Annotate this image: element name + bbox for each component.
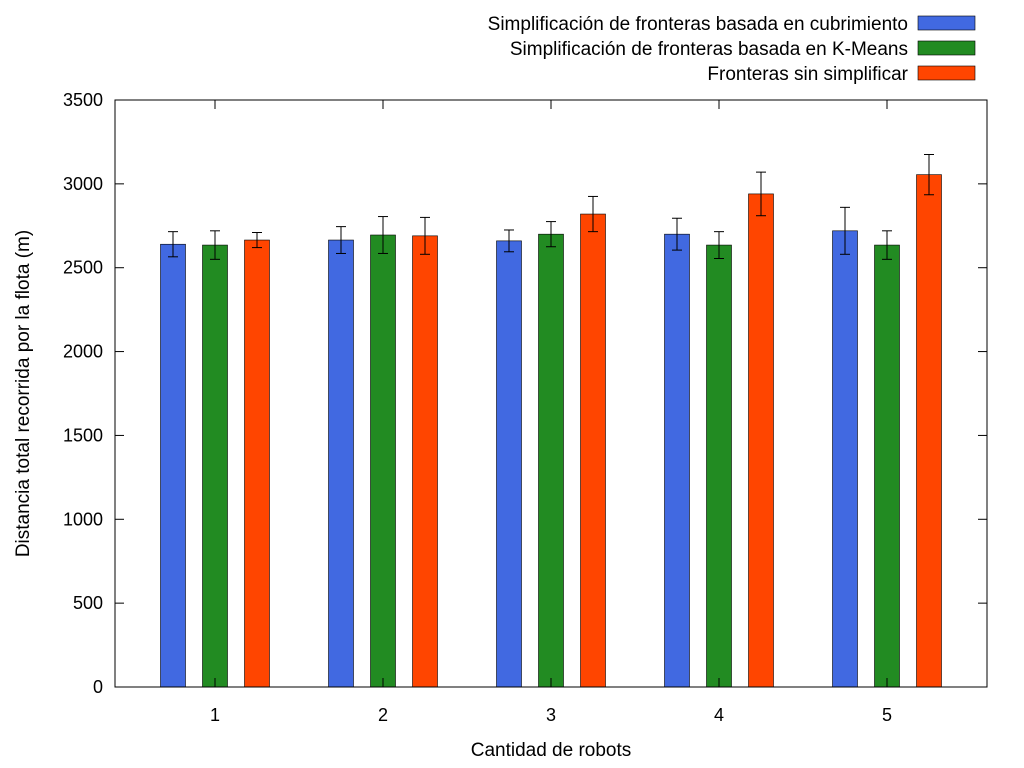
y-axis-title: Distancia total recorrida por la flota (… — [13, 230, 34, 557]
bar — [664, 233, 690, 688]
x-tick-label: 2 — [378, 705, 388, 725]
bar — [916, 174, 942, 688]
error-bar — [168, 231, 178, 258]
bar — [160, 243, 186, 688]
bar — [496, 240, 522, 688]
bar — [706, 244, 732, 688]
bar — [202, 244, 228, 688]
error-bar — [546, 221, 556, 248]
y-tick-label: 3000 — [63, 174, 103, 194]
legend-label: Simplificación de fronteras basada en K-… — [510, 39, 908, 60]
error-bar — [924, 154, 934, 196]
bar — [580, 213, 606, 688]
bar — [328, 239, 354, 688]
error-bar — [504, 229, 514, 253]
error-bar — [882, 230, 892, 260]
bar — [244, 239, 270, 688]
error-bar — [840, 206, 850, 255]
x-tick-label: 4 — [714, 705, 724, 725]
error-bar — [378, 216, 388, 254]
error-bar — [210, 230, 220, 260]
bar — [370, 234, 396, 688]
x-axis-title: Cantidad de robots — [471, 740, 632, 761]
legend-swatch — [917, 65, 976, 81]
legend-label: Fronteras sin simplificar — [707, 64, 908, 85]
bars — [160, 174, 942, 688]
y-tick-label: 1000 — [63, 509, 103, 529]
y-axis: 0 500 1000 1500 2000 2500 3000 3500 — [63, 90, 987, 697]
bar — [538, 233, 564, 688]
bar — [874, 244, 900, 688]
error-bar — [714, 231, 724, 259]
legend: Simplificación de fronteras basada en cu… — [488, 14, 976, 85]
legend-item: Fronteras sin simplificar — [707, 64, 976, 85]
y-tick-label: 2500 — [63, 258, 103, 278]
y-tick-label: 500 — [73, 593, 103, 613]
y-tick-label: 3500 — [63, 90, 103, 110]
legend-item: Simplificación de fronteras basada en K-… — [510, 39, 976, 60]
y-tick-label: 1500 — [63, 425, 103, 445]
legend-item: Simplificación de fronteras basada en cu… — [488, 14, 976, 35]
x-axis: 1 2 3 4 5 — [210, 100, 892, 725]
bar — [748, 193, 774, 688]
y-tick-label: 0 — [93, 677, 103, 697]
legend-swatch — [917, 15, 976, 31]
error-bar — [672, 217, 682, 251]
x-tick-label: 3 — [546, 705, 556, 725]
error-bar — [336, 226, 346, 254]
y-tick-label: 2000 — [63, 342, 103, 362]
legend-swatch — [917, 40, 976, 56]
error-bar — [756, 171, 766, 217]
error-bar — [588, 195, 598, 233]
bar — [412, 235, 438, 688]
x-tick-label: 5 — [882, 705, 892, 725]
legend-label: Simplificación de fronteras basada en cu… — [488, 14, 908, 35]
error-bar — [420, 216, 430, 255]
bar — [832, 230, 858, 688]
error-bars — [168, 154, 934, 260]
x-tick-label: 1 — [210, 705, 220, 725]
error-bar — [252, 231, 262, 249]
